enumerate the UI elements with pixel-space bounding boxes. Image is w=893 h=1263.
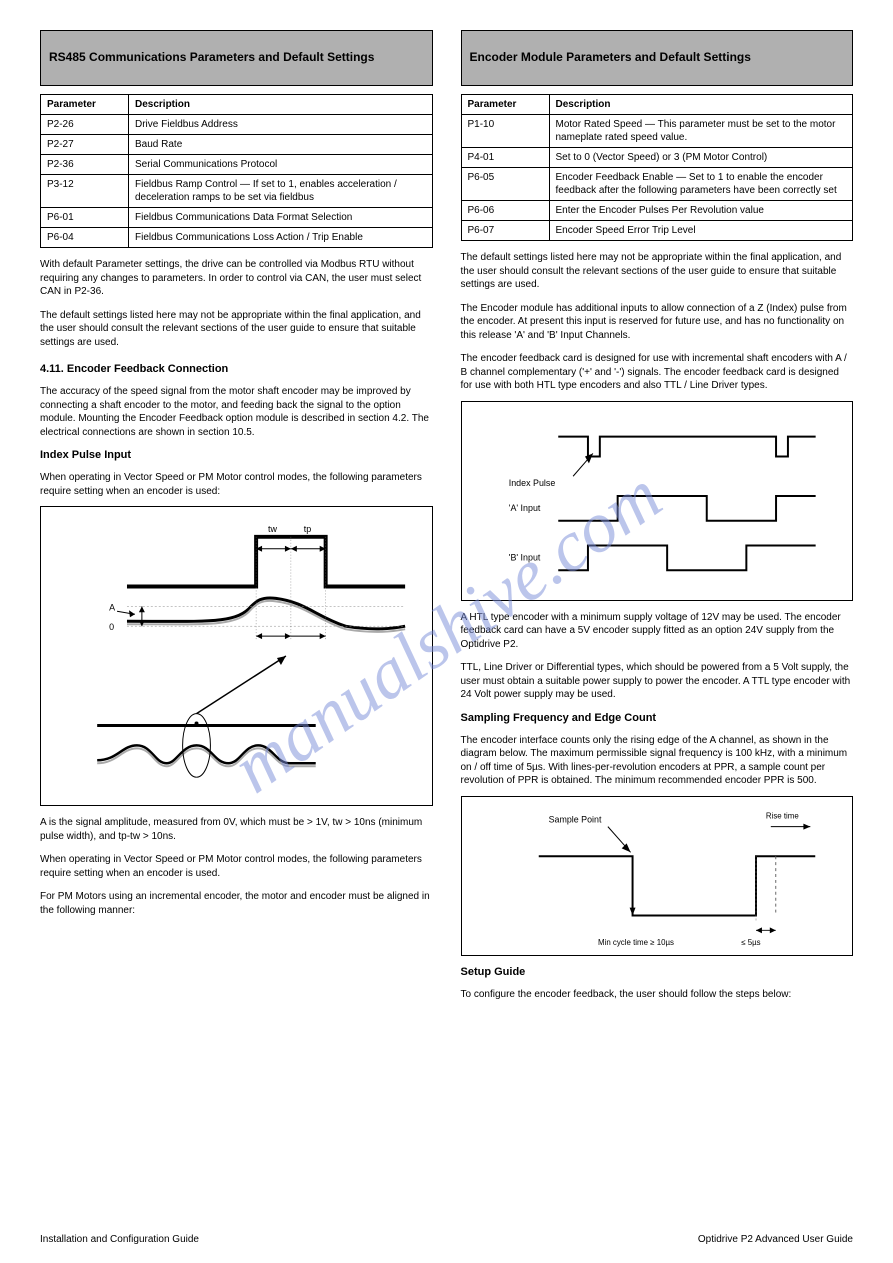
right-header: Encoder Module Parameters and Default Se… xyxy=(461,30,854,86)
section-heading: Setup Guide xyxy=(461,966,854,978)
cell: P6-01 xyxy=(41,208,129,228)
cell: P2-26 xyxy=(41,115,129,135)
cell: Fieldbus Ramp Control — If set to 1, ena… xyxy=(129,175,433,208)
table-row: ParameterDescription xyxy=(461,95,853,115)
cell: P6-05 xyxy=(461,168,549,201)
label: Min cycle time ≥ 10µs xyxy=(598,938,674,947)
cell: Encoder Feedback Enable — Set to 1 to en… xyxy=(549,168,853,201)
table-row: P6-06Enter the Encoder Pulses Per Revolu… xyxy=(461,201,853,221)
body-text: A HTL type encoder with a minimum supply… xyxy=(461,611,854,652)
figure-sampling: Sample Point Rise time ≤ 5µs Min cycle t… xyxy=(461,796,854,956)
table-row: P1-10Motor Rated Speed — This parameter … xyxy=(461,115,853,148)
table-row: P6-05Encoder Feedback Enable — Set to 1 … xyxy=(461,168,853,201)
table-row: P2-36Serial Communications Protocol xyxy=(41,155,433,175)
cell: Description xyxy=(549,95,853,115)
body-text: The accuracy of the speed signal from th… xyxy=(40,385,433,439)
body-text: The encoder interface counts only the ri… xyxy=(461,734,854,788)
label: 0 xyxy=(109,622,114,632)
body-text: A is the signal amplitude, measured from… xyxy=(40,816,433,843)
cell: Drive Fieldbus Address xyxy=(129,115,433,135)
table-row: P6-07Encoder Speed Error Trip Level xyxy=(461,221,853,241)
body-text: When operating in Vector Speed or PM Mot… xyxy=(40,471,433,498)
left-header: RS485 Communications Parameters and Defa… xyxy=(40,30,433,86)
label: Sample Point xyxy=(548,814,601,824)
two-column-layout: RS485 Communications Parameters and Defa… xyxy=(40,30,853,1001)
label: Index Pulse xyxy=(508,478,555,488)
cell: P2-27 xyxy=(41,135,129,155)
body-text: The default settings listed here may not… xyxy=(40,309,433,350)
figure-abz-signals: Index Pulse 'A' Input 'B' Input xyxy=(461,401,854,601)
body-text: TTL, Line Driver or Differential types, … xyxy=(461,661,854,702)
body-text: When operating in Vector Speed or PM Mot… xyxy=(40,853,433,880)
figure-svg: tw tp A 0 xyxy=(41,507,432,805)
section-heading: 4.11. Encoder Feedback Connection xyxy=(40,363,433,375)
body-text: For PM Motors using an incremental encod… xyxy=(40,890,433,917)
table-row: P6-01Fieldbus Communications Data Format… xyxy=(41,208,433,228)
right-table: ParameterDescription P1-10Motor Rated Sp… xyxy=(461,94,854,241)
right-column: Encoder Module Parameters and Default Se… xyxy=(461,30,854,1001)
label: ≤ 5µs xyxy=(741,938,760,947)
cell: Set to 0 (Vector Speed) or 3 (PM Motor C… xyxy=(549,148,853,168)
cell: Parameter xyxy=(41,95,129,115)
label: 'B' Input xyxy=(508,552,540,562)
table-row: P3-12Fieldbus Ramp Control — If set to 1… xyxy=(41,175,433,208)
label: A xyxy=(109,602,115,612)
footer-right: Optidrive P2 Advanced User Guide xyxy=(698,1234,853,1245)
body-text: The encoder feedback card is designed fo… xyxy=(461,352,854,393)
cell: P6-06 xyxy=(461,201,549,221)
label: Rise time xyxy=(765,811,798,820)
table-row: P4-01Set to 0 (Vector Speed) or 3 (PM Mo… xyxy=(461,148,853,168)
table-row: P2-26Drive Fieldbus Address xyxy=(41,115,433,135)
table-row: P2-27Baud Rate xyxy=(41,135,433,155)
cell: Parameter xyxy=(461,95,549,115)
label: 'A' Input xyxy=(508,502,540,512)
cell: P3-12 xyxy=(41,175,129,208)
cell: P2-36 xyxy=(41,155,129,175)
label: tw xyxy=(268,524,277,534)
footer: Installation and Configuration Guide Opt… xyxy=(40,1234,853,1245)
body-text: With default Parameter settings, the dri… xyxy=(40,258,433,299)
figure-svg: Index Pulse 'A' Input 'B' Input xyxy=(462,402,853,600)
cell: Serial Communications Protocol xyxy=(129,155,433,175)
cell: P6-07 xyxy=(461,221,549,241)
cell: Fieldbus Communications Data Format Sele… xyxy=(129,208,433,228)
body-text: To configure the encoder feedback, the u… xyxy=(461,988,854,1002)
body-text: The Encoder module has additional inputs… xyxy=(461,302,854,343)
figure-svg: Sample Point Rise time ≤ 5µs Min cycle t… xyxy=(462,797,853,955)
cell: Description xyxy=(129,95,433,115)
left-column: RS485 Communications Parameters and Defa… xyxy=(40,30,433,1001)
cell: P6-04 xyxy=(41,228,129,248)
cell: P4-01 xyxy=(461,148,549,168)
left-table: ParameterDescription P2-26Drive Fieldbus… xyxy=(40,94,433,248)
cell: P1-10 xyxy=(461,115,549,148)
cell: Enter the Encoder Pulses Per Revolution … xyxy=(549,201,853,221)
section-heading: Sampling Frequency and Edge Count xyxy=(461,712,854,724)
body-text: The default settings listed here may not… xyxy=(461,251,854,292)
cell: Fieldbus Communications Loss Action / Tr… xyxy=(129,228,433,248)
figure-oscilloscope: tw tp A 0 xyxy=(40,506,433,806)
cell: Motor Rated Speed — This parameter must … xyxy=(549,115,853,148)
section-heading: Index Pulse Input xyxy=(40,449,433,461)
cell: Baud Rate xyxy=(129,135,433,155)
label: tp xyxy=(304,524,311,534)
cell: Encoder Speed Error Trip Level xyxy=(549,221,853,241)
footer-left: Installation and Configuration Guide xyxy=(40,1234,199,1245)
table-row: ParameterDescription xyxy=(41,95,433,115)
table-row: P6-04Fieldbus Communications Loss Action… xyxy=(41,228,433,248)
